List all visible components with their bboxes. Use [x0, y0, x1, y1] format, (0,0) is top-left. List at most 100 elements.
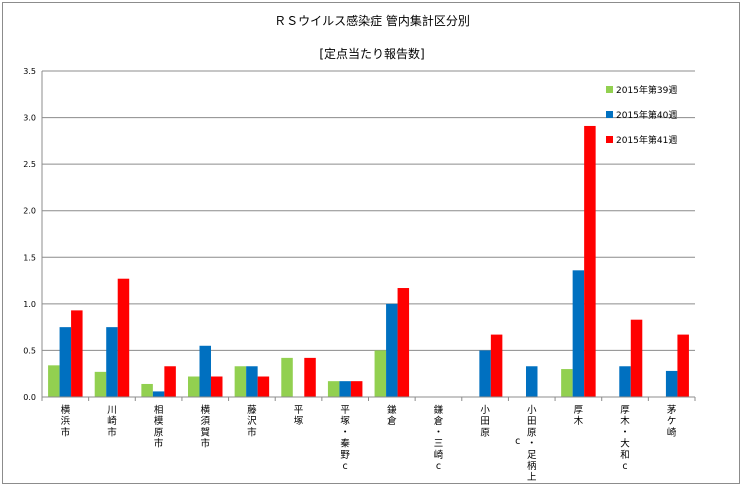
bar [188, 376, 200, 397]
category-label-char: 崎 [667, 426, 677, 438]
category-label-char: ・ [527, 439, 537, 450]
category-label-char: 木 [620, 415, 630, 427]
category-label-char: 上 [527, 472, 537, 483]
category-label-char: 原 [480, 427, 490, 438]
bar [339, 381, 351, 397]
category-label-mark: c [515, 436, 520, 447]
category-label-char: 柄 [527, 460, 537, 472]
bar [234, 366, 247, 397]
category-label-char: 藤 [247, 404, 257, 416]
bar [665, 370, 678, 397]
bar [374, 350, 387, 397]
y-tick-label: 0.5 [23, 346, 36, 355]
chart-frame [2, 2, 740, 484]
category-label-char: 小 [527, 405, 537, 416]
category-label-char: 鎌 [387, 404, 397, 416]
category-label-char: 小 [480, 405, 490, 416]
y-tick-label: 3.5 [23, 67, 36, 76]
bar [164, 366, 176, 397]
bar [94, 371, 107, 397]
legend-label: 2015年第40週 [616, 109, 677, 121]
category-label-char: 倉 [434, 415, 444, 427]
category-label-char: 模 [154, 415, 164, 427]
category-label-char: 市 [107, 426, 117, 438]
bar [350, 381, 363, 397]
y-tick-label: 0.0 [23, 393, 36, 402]
category-label-char: 足 [527, 450, 537, 461]
category-label-char: 和 [620, 450, 630, 461]
chart-subtitle: [定点当たり報告数] [319, 47, 425, 61]
category-label-char: 浜 [61, 416, 71, 427]
category-label-char: 厚 [620, 405, 630, 416]
category-label-char: 横 [200, 404, 210, 416]
category-label-char: 崎 [107, 415, 117, 427]
bar [304, 357, 316, 397]
legend-swatch [606, 111, 613, 118]
category-label-char: 横 [61, 404, 71, 416]
legend-swatch [606, 86, 613, 93]
y-tick-label: 2.5 [23, 160, 36, 169]
bar [397, 288, 410, 397]
bar [106, 327, 118, 397]
category-label-char: 崎 [434, 449, 444, 461]
category-label-char: c [436, 461, 441, 472]
category-label-char: 木 [574, 415, 584, 427]
bar [561, 369, 573, 397]
bar [327, 381, 340, 397]
bar [479, 350, 491, 397]
bar [48, 365, 60, 397]
bar [584, 125, 596, 397]
bar [281, 357, 293, 397]
category-label-char: 川 [107, 405, 117, 416]
bar [117, 278, 130, 397]
category-label-char: 田 [527, 416, 537, 427]
y-tick-label: 1.5 [23, 253, 36, 262]
category-label-char: 市 [61, 426, 71, 438]
category-label-char: c [343, 461, 348, 472]
bar [630, 319, 643, 397]
bar [71, 310, 83, 397]
y-tick-label: 2.0 [23, 207, 36, 216]
y-tick-label: 1.0 [23, 300, 36, 309]
category-label-char: 野 [340, 450, 350, 461]
bar [246, 366, 258, 397]
category-label-char: 沢 [247, 415, 257, 427]
category-label-char: 茅 [667, 405, 677, 416]
category-label-char: 大 [620, 438, 630, 450]
category-label-char: 鎌 [434, 404, 444, 416]
bar [257, 376, 270, 397]
category-label-char: 秦 [340, 438, 350, 450]
category-label-char: 厚 [574, 405, 584, 416]
bar [386, 303, 398, 397]
category-label-char: 賀 [200, 426, 210, 438]
category-label-char: 平 [294, 405, 304, 416]
category-label-char: ケ [667, 416, 677, 427]
bar [572, 270, 585, 397]
bar [526, 366, 538, 397]
category-label-char: 相 [154, 404, 164, 416]
category-label-char: 塚 [340, 416, 350, 427]
bar [619, 366, 631, 397]
legend-label: 2015年第39週 [616, 84, 677, 96]
category-label-char: 市 [247, 426, 257, 438]
category-label-char: 須 [200, 416, 210, 427]
y-tick-label: 3.0 [23, 114, 36, 123]
category-label-char: 市 [200, 438, 210, 450]
bar [490, 334, 503, 397]
legend-swatch [606, 136, 613, 143]
bar [141, 383, 153, 397]
category-label-char: 倉 [387, 415, 397, 427]
category-label-char: 市 [154, 438, 164, 450]
bar [677, 334, 689, 397]
legend-label: 2015年第41週 [616, 134, 677, 146]
bar [199, 345, 211, 397]
chart-title: ＲＳウイルス感染症 管内集計区分別 [274, 14, 470, 28]
category-label-char: 三 [434, 439, 444, 450]
category-label-char: 平 [340, 405, 350, 416]
category-label-char: ・ [620, 427, 630, 438]
category-label-char: 原 [527, 427, 537, 438]
category-label-char: c [622, 461, 627, 472]
category-label-char: ・ [340, 427, 350, 438]
bar [59, 327, 72, 397]
